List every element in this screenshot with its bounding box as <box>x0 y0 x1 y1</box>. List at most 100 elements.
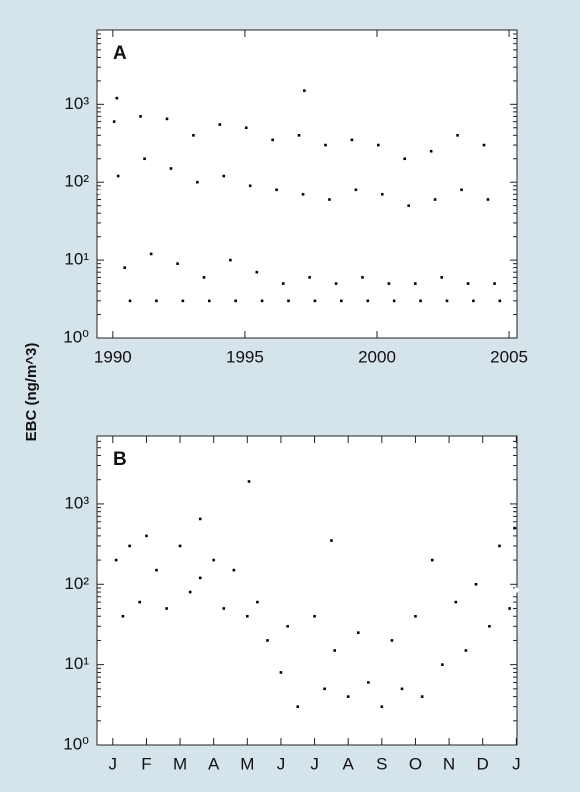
data-point <box>128 299 132 303</box>
data-point <box>275 188 278 192</box>
data-point <box>340 299 343 303</box>
data-point <box>441 663 444 666</box>
data-point <box>246 614 249 618</box>
data-point <box>390 639 394 642</box>
data-point <box>303 89 306 92</box>
data-point <box>222 607 226 610</box>
data-point <box>165 607 168 610</box>
data-point <box>513 526 516 530</box>
x-tick-label: M <box>240 754 254 773</box>
data-point <box>176 262 179 265</box>
data-point <box>377 143 380 147</box>
data-point <box>464 649 468 652</box>
trend-line <box>110 580 519 666</box>
x-tick-label: A <box>208 754 220 773</box>
data-point <box>155 568 158 572</box>
data-point <box>445 299 449 303</box>
x-tick-label: J <box>109 754 118 773</box>
data-point <box>433 198 437 201</box>
data-point <box>387 282 391 285</box>
data-point <box>266 639 269 642</box>
data-point <box>482 143 486 147</box>
data-point <box>472 299 475 303</box>
data-point <box>403 157 407 161</box>
data-point <box>116 174 120 178</box>
data-point <box>149 252 153 256</box>
data-point <box>380 705 384 708</box>
data-point <box>279 671 283 674</box>
data-point <box>287 299 290 303</box>
data-point <box>256 600 259 604</box>
x-tick-label: 2000 <box>358 347 396 366</box>
data-point <box>169 167 173 170</box>
y-tick-label: 10¹ <box>64 654 89 673</box>
data-point <box>488 624 491 628</box>
x-tick-label: S <box>376 754 387 773</box>
data-point <box>334 282 338 285</box>
data-point <box>466 282 470 285</box>
y-tick-label: 10³ <box>64 493 89 512</box>
y-tick-label: 10¹ <box>64 250 89 269</box>
data-point <box>229 258 232 262</box>
data-point <box>207 299 211 303</box>
data-point <box>138 600 142 604</box>
data-point <box>400 687 404 691</box>
x-tick-label: J <box>277 754 286 773</box>
data-point <box>286 624 289 628</box>
data-point <box>196 180 199 184</box>
data-point <box>493 282 496 285</box>
y-tick-label: 10⁰ <box>63 734 89 753</box>
y-tick-label: 10³ <box>64 94 89 113</box>
data-point <box>380 192 384 196</box>
data-point <box>313 614 316 618</box>
data-point <box>222 174 226 178</box>
data-point <box>247 480 251 483</box>
data-point <box>414 614 417 618</box>
data-point <box>212 558 215 562</box>
trend-line <box>97 189 499 232</box>
data-point <box>139 115 142 118</box>
data-point <box>145 534 148 538</box>
data-point <box>198 517 202 521</box>
data-point <box>323 687 326 691</box>
data-point <box>328 198 331 201</box>
data-point <box>460 188 463 192</box>
data-point <box>188 590 192 594</box>
panel-label: A <box>113 43 127 64</box>
x-tick-label: M <box>173 754 187 773</box>
data-point <box>350 138 354 142</box>
data-point <box>330 539 333 542</box>
x-tick-label: N <box>443 754 455 773</box>
data-point <box>429 149 433 153</box>
data-point <box>128 544 131 548</box>
data-point <box>178 544 182 548</box>
x-tick-label: 1995 <box>226 347 264 366</box>
data-point <box>155 299 158 303</box>
data-point <box>202 276 206 279</box>
data-point <box>301 192 305 196</box>
x-tick-label: O <box>409 754 422 773</box>
data-point <box>454 600 458 604</box>
data-point <box>165 117 169 121</box>
data-point <box>297 134 301 137</box>
data-point <box>198 576 202 580</box>
data-point <box>192 134 195 137</box>
data-point <box>313 299 317 303</box>
data-point <box>420 695 424 698</box>
data-point <box>308 276 311 279</box>
data-point <box>248 184 252 188</box>
data-point <box>244 126 248 130</box>
panel-label: B <box>113 449 127 470</box>
x-tick-label: F <box>141 754 151 773</box>
data-point <box>281 282 285 285</box>
data-point <box>271 138 274 142</box>
data-point <box>430 558 434 562</box>
x-tick-label: D <box>477 754 489 773</box>
data-point <box>112 120 116 123</box>
data-point <box>121 614 125 618</box>
data-point <box>366 299 370 303</box>
y-tick-label: 10² <box>64 172 89 191</box>
x-tick-label: A <box>343 754 355 773</box>
x-tick-label: J <box>512 754 521 773</box>
data-point <box>234 299 237 303</box>
